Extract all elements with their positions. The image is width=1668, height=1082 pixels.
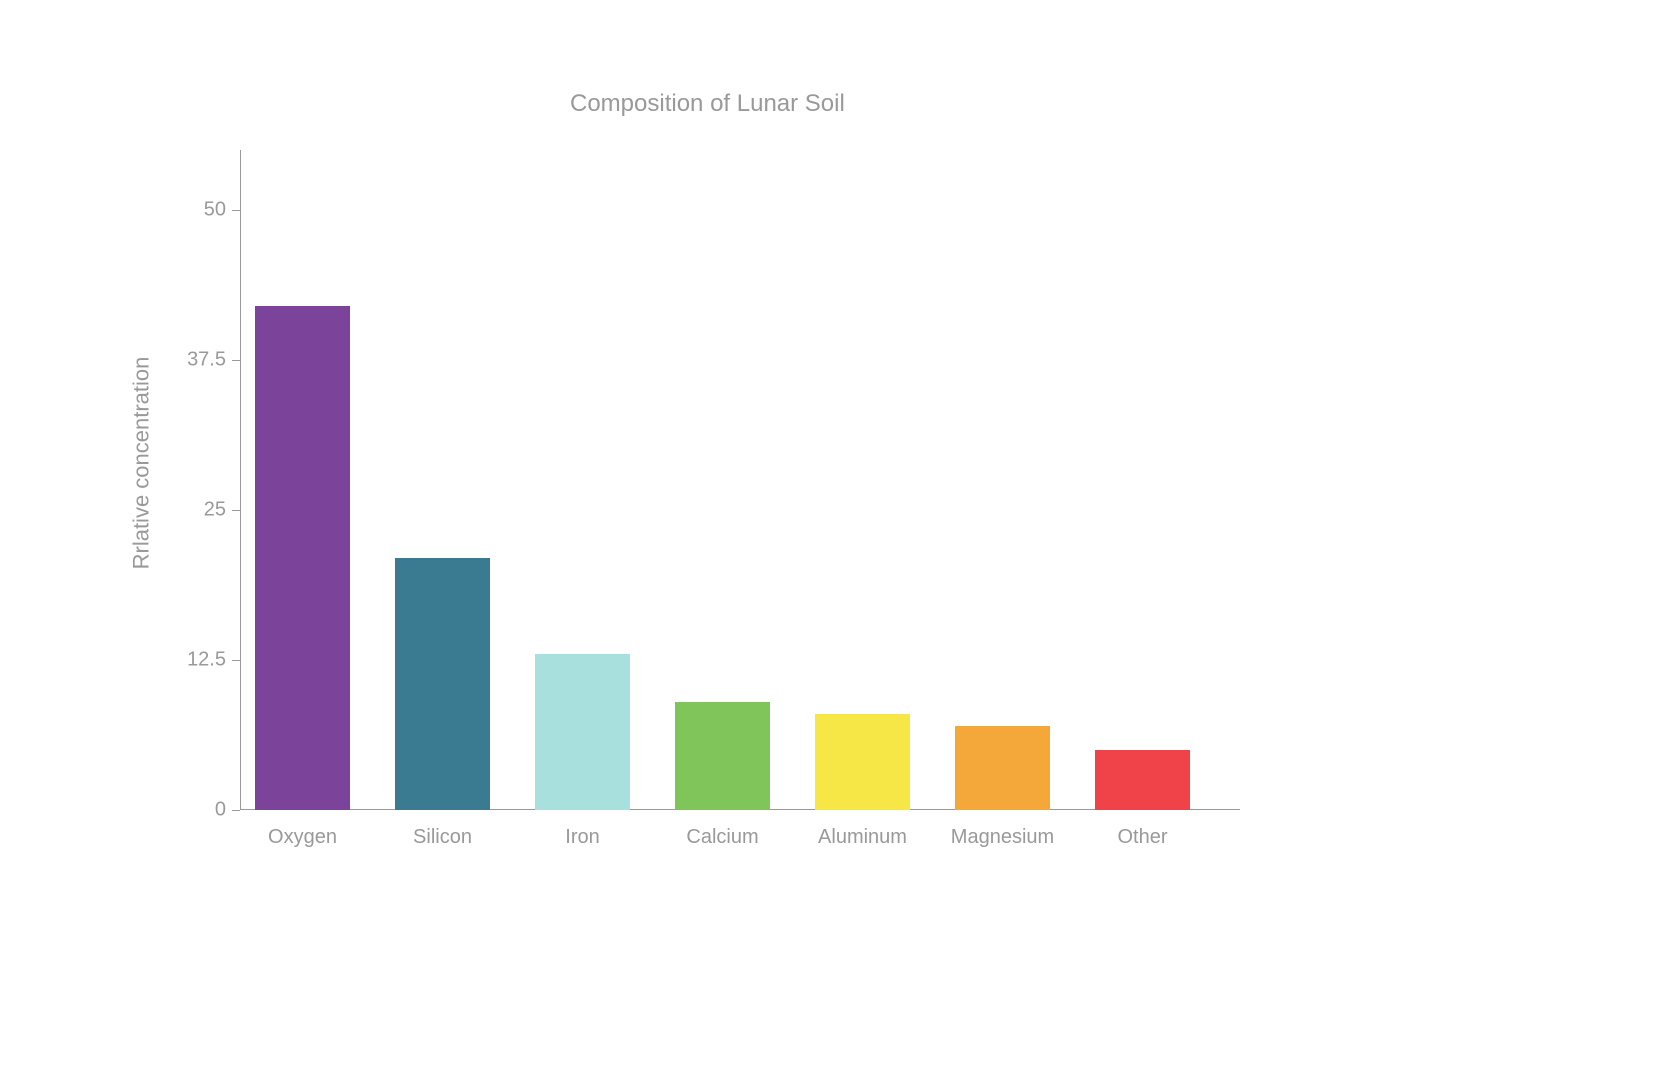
y-tick	[232, 210, 240, 211]
x-tick-label: Other	[1117, 826, 1167, 849]
chart-title: Composition of Lunar Soil	[570, 90, 845, 118]
bar	[955, 726, 1050, 810]
y-tick-label: 37.5	[187, 349, 226, 372]
y-tick	[232, 660, 240, 661]
x-tick-label: Calcium	[686, 826, 758, 849]
x-tick-label: Magnesium	[951, 826, 1054, 849]
y-tick	[232, 810, 240, 811]
bar	[675, 702, 770, 810]
y-tick-label: 50	[204, 199, 226, 222]
chart-container: Composition of Lunar Soil Rrlative conce…	[100, 90, 1280, 870]
y-tick	[232, 360, 240, 361]
bar	[1095, 750, 1190, 810]
y-tick	[232, 510, 240, 511]
bar	[535, 654, 630, 810]
y-tick-label: 25	[204, 499, 226, 522]
x-tick-label: Aluminum	[818, 826, 907, 849]
y-tick-label: 0	[215, 799, 226, 822]
y-tick-label: 12.5	[187, 649, 226, 672]
x-tick-label: Oxygen	[268, 826, 337, 849]
y-axis-label: Rrlative concentration	[128, 357, 154, 570]
bar	[255, 306, 350, 810]
plot-area: 012.52537.550 OxygenSiliconIronCalciumAl…	[240, 150, 1240, 810]
bar	[395, 558, 490, 810]
x-tick-label: Silicon	[413, 826, 472, 849]
x-tick-label: Iron	[565, 826, 599, 849]
bars-area: OxygenSiliconIronCalciumAluminumMagnesiu…	[240, 150, 1240, 810]
bar	[815, 714, 910, 810]
